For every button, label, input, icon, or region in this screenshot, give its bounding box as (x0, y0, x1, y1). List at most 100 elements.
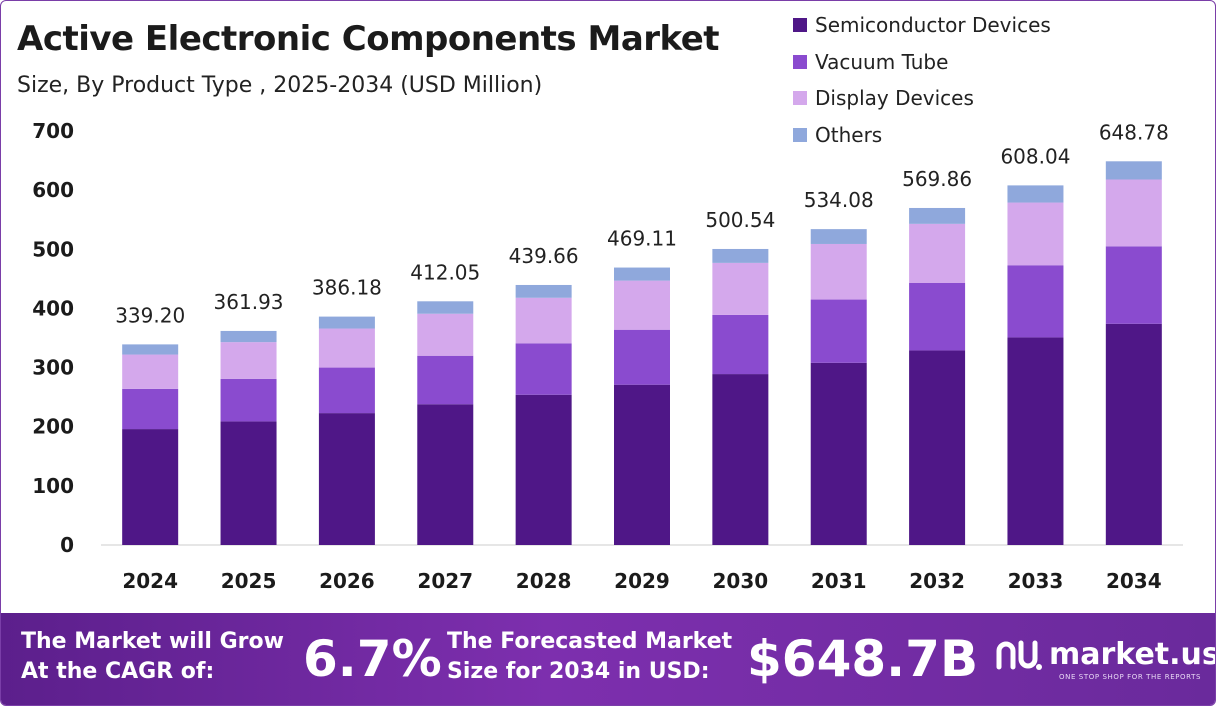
bar-segment (318, 367, 375, 414)
x-tick-label: 2034 (1106, 569, 1162, 593)
bar-total-label: 500.54 (705, 208, 775, 232)
bar-segment (417, 301, 474, 314)
cagr-label: The Market will Grow At the CAGR of: (21, 629, 284, 684)
x-tick-label: 2027 (417, 569, 473, 593)
market-us-logo-icon (996, 640, 1042, 670)
x-tick-label: 2033 (1008, 569, 1064, 593)
legend-item: Semiconductor Devices (793, 7, 1051, 44)
bar-total-label: 469.11 (607, 227, 677, 251)
bar-total-label: 412.05 (410, 260, 480, 284)
bar-segment (810, 362, 867, 545)
bar-segment (417, 355, 474, 405)
bar-total-label: 569.86 (902, 167, 972, 191)
brand-logo: market.us (995, 637, 1216, 673)
y-tick-label: 600 (32, 178, 74, 202)
bar-segment (122, 354, 179, 389)
bar-segment (712, 374, 769, 545)
bar-total-label: 439.66 (509, 244, 579, 268)
forecast-size-value: $648.7B (747, 630, 979, 688)
legend-swatch (793, 127, 807, 142)
bar-segment (810, 243, 867, 300)
bar-segment (515, 297, 572, 344)
bar-chart: 0 100 200 300 400 500 600 700 339.20 2024 361.93 20… (32, 119, 1183, 593)
brand-name: market.us (1049, 637, 1216, 672)
bar-segment (909, 207, 966, 224)
legend: Semiconductor Devices Vacuum Tube Displa… (793, 7, 1051, 153)
bar-total-label: 608.04 (1000, 144, 1070, 168)
x-tick-label: 2032 (909, 569, 965, 593)
x-tick-label: 2026 (319, 569, 375, 593)
bar-segment (318, 328, 375, 368)
bar-segment (122, 344, 179, 355)
bar-total-label: 534.08 (804, 188, 874, 212)
bar-segment (417, 404, 474, 545)
bar-segment (712, 248, 769, 263)
bar-segment (614, 329, 670, 385)
legend-label: Display Devices (815, 86, 974, 111)
legend-item: Display Devices (793, 80, 1051, 117)
bar-segment (712, 314, 769, 375)
bar-segment (810, 229, 867, 244)
legend-label: Vacuum Tube (815, 49, 949, 74)
bar-total-label: 648.78 (1099, 120, 1169, 144)
x-tick-label: 2025 (221, 569, 277, 593)
bar-segment (1007, 202, 1064, 266)
bar-segment (122, 429, 179, 545)
bar-segment (1105, 179, 1162, 247)
cagr-value: 6.7% (303, 630, 442, 688)
bar-segment (515, 343, 572, 395)
bar-segment (810, 299, 867, 363)
legend-item: Vacuum Tube (793, 44, 1051, 81)
bar-segment (220, 421, 277, 545)
y-tick-label: 0 (60, 533, 74, 557)
bar-segment (614, 384, 670, 545)
legend-item: Others (793, 117, 1051, 154)
bar-segment (1105, 246, 1162, 324)
bar-segment (1007, 185, 1064, 203)
x-tick-label: 2029 (614, 569, 670, 593)
x-tick-label: 2030 (713, 569, 769, 593)
bar-total-label: 361.93 (214, 290, 284, 314)
y-tick-label: 200 (32, 415, 74, 439)
bar-segment (909, 223, 966, 283)
x-tick-label: 2028 (516, 569, 572, 593)
bar-segment (909, 350, 966, 545)
bar-segment (1007, 265, 1064, 338)
legend-label: Others (815, 122, 883, 147)
x-tick-label: 2024 (122, 569, 178, 593)
bar-segment (1105, 161, 1162, 180)
bar-segment (1105, 323, 1162, 545)
bar-segment (515, 284, 572, 298)
bar-segment (614, 280, 670, 330)
legend-swatch (793, 91, 807, 106)
y-tick-label: 400 (32, 296, 74, 320)
bar-segment (712, 262, 769, 315)
y-tick-label: 500 (32, 237, 74, 261)
bar-total-label: 339.20 (115, 303, 185, 327)
forecast-size-label: The Forecasted Market Size for 2034 in U… (447, 629, 733, 684)
y-tick-label: 100 (32, 474, 74, 498)
footer-banner: The Market will Grow At the CAGR of: 6.7… (1, 613, 1215, 705)
y-tick-label: 700 (32, 119, 74, 143)
bar-segment (614, 267, 670, 281)
bar-total-label: 386.18 (312, 276, 382, 300)
bar-segment (220, 378, 277, 422)
brand-tagline: ONE STOP SHOP FOR THE REPORTS (1059, 673, 1202, 681)
bar-segment (220, 342, 277, 379)
bar-segment (515, 394, 572, 545)
legend-swatch (793, 18, 807, 33)
bar-segment (220, 330, 277, 343)
legend-swatch (793, 54, 807, 69)
bar-segment (909, 282, 966, 351)
bar-segment (1007, 337, 1064, 545)
chart-title: Active Electronic Components Market (17, 19, 720, 59)
bar-segment (318, 316, 375, 329)
bar-segment (122, 388, 179, 430)
legend-label: Semiconductor Devices (815, 13, 1051, 38)
y-tick-label: 300 (32, 356, 74, 380)
chart-subtitle: Size, By Product Type , 2025-2034 (USD M… (17, 73, 543, 98)
bar-segment (318, 413, 375, 545)
x-tick-label: 2031 (811, 569, 867, 593)
bar-segment (417, 313, 474, 356)
